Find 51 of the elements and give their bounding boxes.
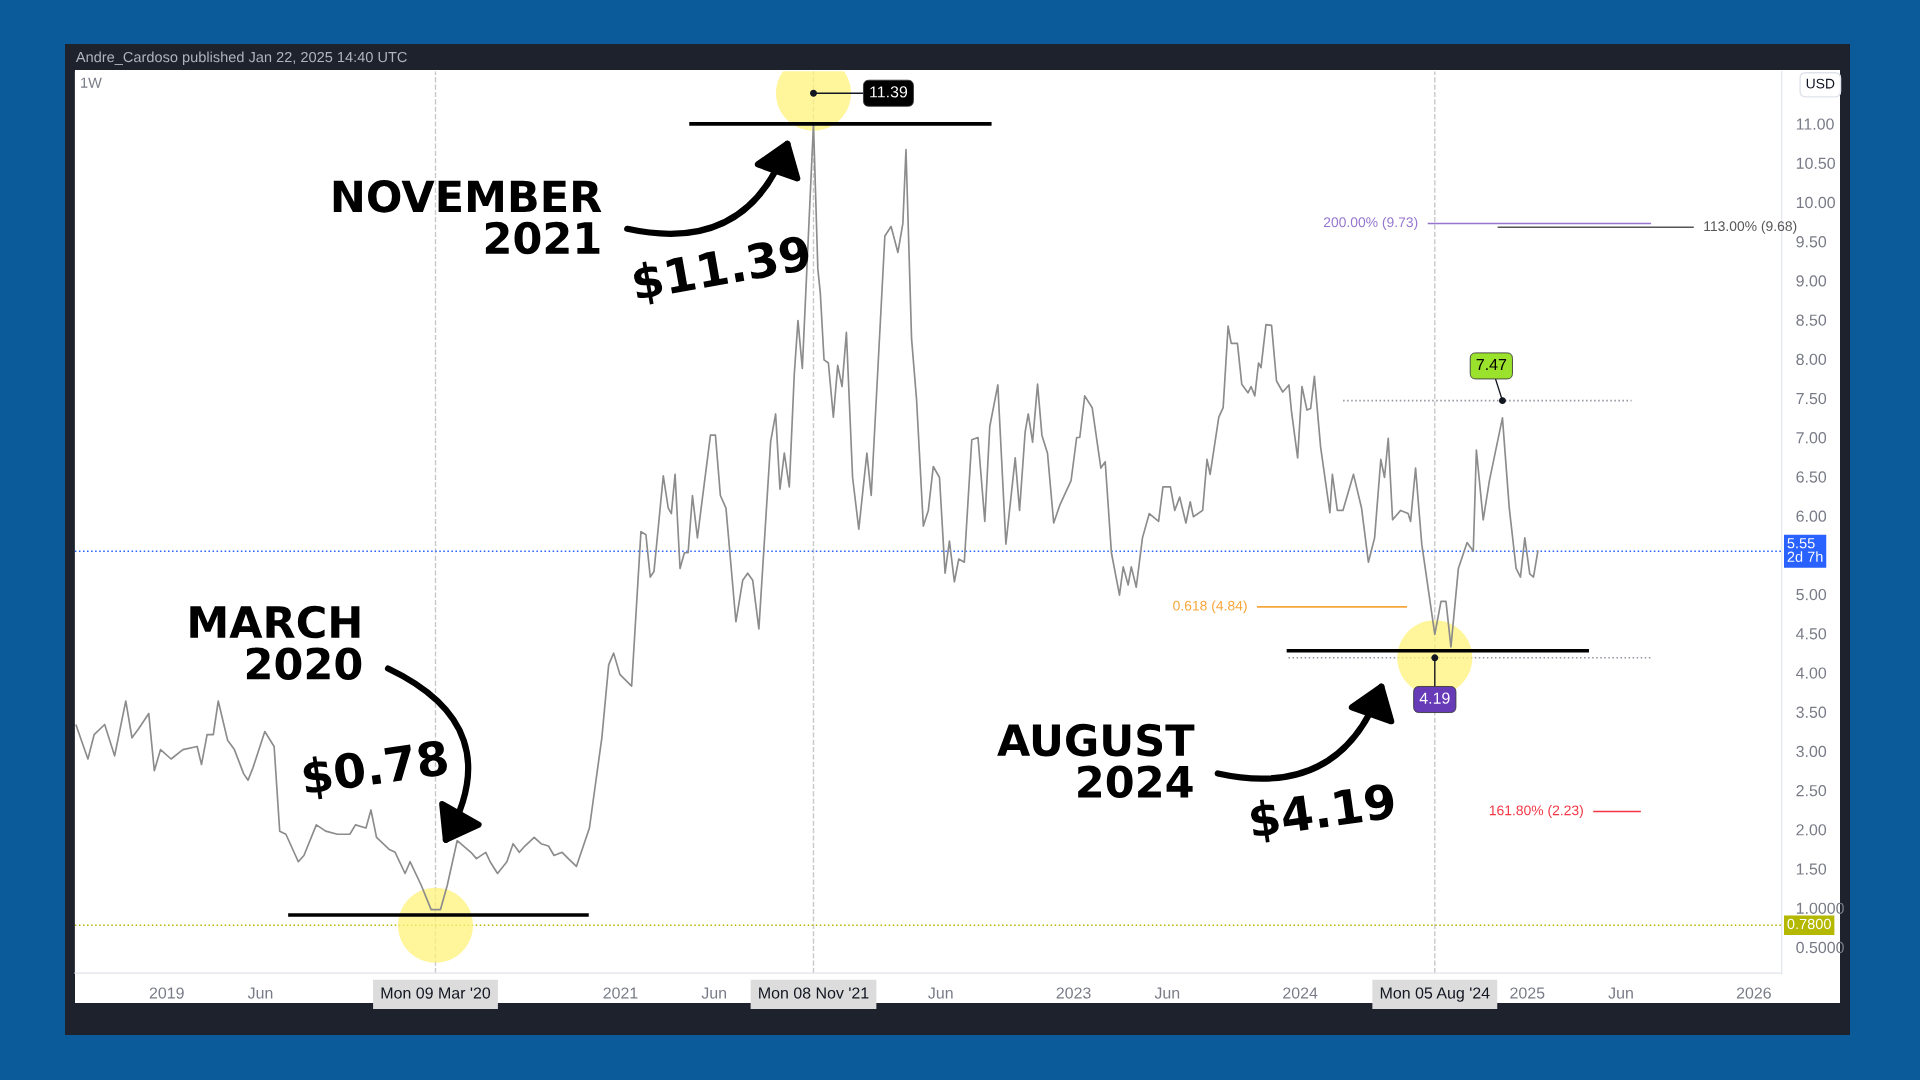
y-tick-label: 8.50: [1796, 314, 1827, 326]
annotation: AUGUST 2024: [997, 723, 1195, 799]
annotation: $11.39: [631, 233, 813, 307]
annotation: 7.47: [1476, 359, 1507, 371]
y-tick-label: 9.00: [1796, 275, 1827, 287]
y-tick-label: 3.00: [1796, 745, 1827, 758]
chart-subtitle: 1W: [81, 77, 102, 88]
y-tick-label: 7.00: [1796, 432, 1827, 444]
y-tick-label: 2.50: [1796, 785, 1827, 797]
annotation: $4.19: [1249, 781, 1397, 845]
x-tick-label: 2025: [1510, 987, 1545, 999]
x-tick-label: Mon 05 Aug '24: [1380, 987, 1490, 1002]
y-tick-label: 6.50: [1796, 471, 1827, 483]
y-tick-label: 10.50: [1796, 157, 1835, 169]
x-tick-label: Jun: [1154, 987, 1180, 999]
x-tick-label: 2021: [603, 987, 638, 999]
y-tick-label: 2.00: [1796, 824, 1827, 836]
x-tick-label: 2019: [149, 987, 184, 999]
y-tick-label: 7.50: [1796, 392, 1827, 405]
y-tick-label: 8.00: [1796, 353, 1827, 366]
y-tick-label: 1.50: [1796, 863, 1827, 875]
ref-line-label: 5.55 2d 7h: [1787, 538, 1823, 562]
annotation: 11.39: [870, 86, 908, 98]
x-tick-label: Mon 09 Mar '20: [381, 987, 491, 999]
x-tick-label: 2026: [1736, 987, 1771, 999]
text: Andre_Cardoso published Jan 22, 2025 14:40 UTC: [75, 51, 407, 66]
x-tick-label: 2023: [1056, 987, 1091, 999]
x-tick-label: Jun: [928, 987, 953, 999]
ref-line-label: 113.00% (9.68): [1704, 220, 1797, 234]
x-tick-label: 2024: [1283, 987, 1318, 999]
annotation: MARCH 2020: [190, 605, 362, 680]
annotation: NOVEMBER 2021: [333, 180, 602, 255]
ref-line-label: 161.80% (2.23): [1489, 805, 1583, 819]
y-tick-label: 5.00: [1796, 588, 1827, 601]
x-tick-label: Jun: [1608, 987, 1633, 999]
ref-line-label: 0.7800: [1787, 918, 1831, 930]
text: USD: [1806, 78, 1835, 89]
ref-line-label: 200.00% (9.73): [1323, 216, 1418, 230]
y-tick-label: 10.00: [1796, 196, 1835, 209]
annotation: 4.19: [1419, 692, 1450, 704]
y-tick-label: 4.50: [1796, 628, 1827, 640]
y-tick-label: 4.00: [1796, 667, 1827, 679]
y-tick-label: 9.50: [1796, 236, 1827, 248]
ref-line-label: 0.618 (4.84): [1173, 600, 1247, 614]
x-tick-label: Mon 08 Nov '21: [759, 987, 869, 999]
annotation: $0.78: [301, 738, 450, 801]
x-tick-label: Jun: [701, 987, 727, 999]
y-tick-label: 6.00: [1796, 510, 1827, 522]
y-tick-label: 3.50: [1796, 706, 1827, 718]
y-tick-label: 11.00: [1796, 118, 1834, 130]
x-tick-label: Jun: [247, 987, 273, 999]
